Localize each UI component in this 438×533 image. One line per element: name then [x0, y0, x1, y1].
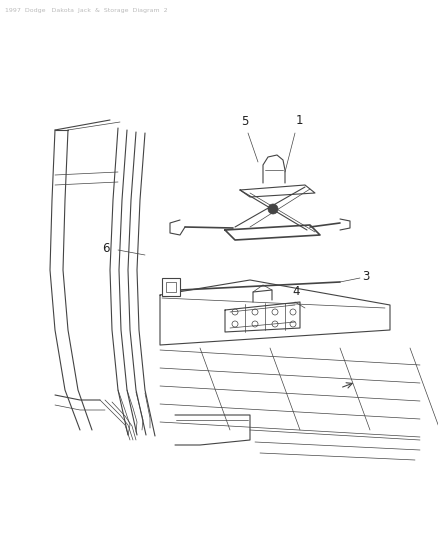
Text: 3: 3	[361, 270, 368, 282]
Text: 6: 6	[102, 241, 110, 254]
Text: 4: 4	[292, 285, 299, 298]
Text: 5: 5	[241, 115, 248, 128]
Text: 1: 1	[295, 114, 303, 127]
Bar	[162, 278, 180, 296]
Circle shape	[267, 204, 277, 214]
Text: 1997  Dodge   Dakota  Jack  &  Storage  Diagram  2: 1997 Dodge Dakota Jack & Storage Diagram…	[5, 8, 167, 13]
Bar	[166, 282, 176, 292]
